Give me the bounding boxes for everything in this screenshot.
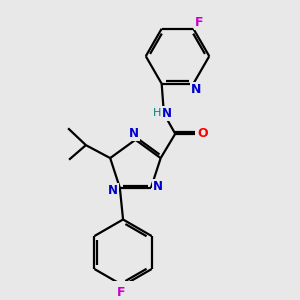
Text: N: N	[108, 184, 118, 197]
Text: O: O	[197, 127, 208, 140]
Text: H: H	[153, 108, 161, 118]
Text: N: N	[191, 83, 201, 96]
Text: N: N	[153, 180, 163, 193]
Text: N: N	[161, 106, 172, 120]
Text: N: N	[129, 128, 139, 140]
Text: F: F	[195, 16, 203, 29]
Text: F: F	[117, 286, 126, 299]
